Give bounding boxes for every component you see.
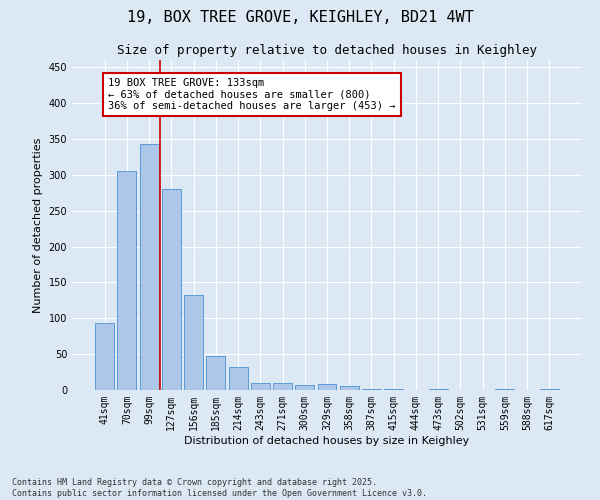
Bar [317,384,337,390]
Bar [229,367,248,390]
Bar [162,189,181,390]
Bar [251,383,270,390]
Bar [206,356,225,390]
Bar [362,388,381,390]
Bar [184,294,203,390]
Bar [429,388,448,390]
Y-axis label: Number of detached properties: Number of detached properties [33,138,43,312]
Text: 19 BOX TREE GROVE: 133sqm
← 63% of detached houses are smaller (800)
36% of semi: 19 BOX TREE GROVE: 133sqm ← 63% of detac… [108,78,395,111]
Bar [273,383,292,390]
Bar [95,324,114,390]
X-axis label: Distribution of detached houses by size in Keighley: Distribution of detached houses by size … [184,436,470,446]
Bar [118,171,136,390]
Title: Size of property relative to detached houses in Keighley: Size of property relative to detached ho… [117,44,537,58]
Bar [340,386,359,390]
Text: Contains HM Land Registry data © Crown copyright and database right 2025.
Contai: Contains HM Land Registry data © Crown c… [12,478,427,498]
Bar [295,385,314,390]
Text: 19, BOX TREE GROVE, KEIGHLEY, BD21 4WT: 19, BOX TREE GROVE, KEIGHLEY, BD21 4WT [127,10,473,25]
Bar [140,144,158,390]
